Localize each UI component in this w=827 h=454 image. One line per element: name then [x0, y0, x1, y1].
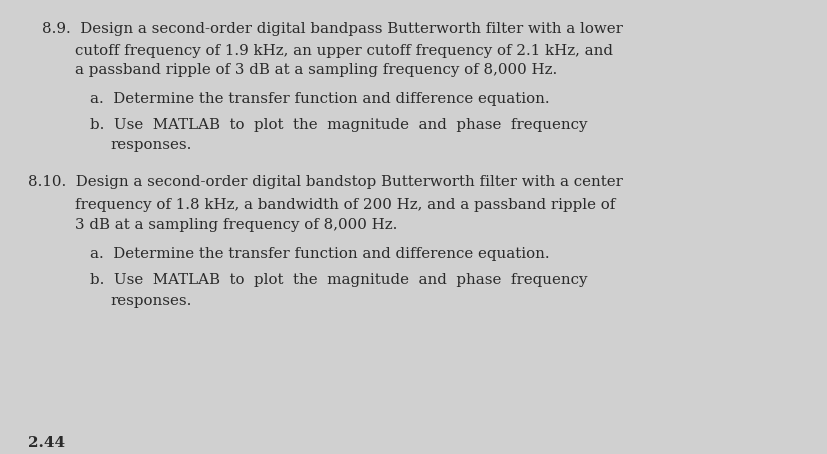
Text: b.  Use  MATLAB  to  plot  the  magnitude  and  phase  frequency: b. Use MATLAB to plot the magnitude and …: [90, 118, 587, 132]
Text: cutoff frequency of 1.9 kHz, an upper cutoff frequency of 2.1 kHz, and: cutoff frequency of 1.9 kHz, an upper cu…: [75, 44, 612, 58]
Text: 3 dB at a sampling frequency of 8,000 Hz.: 3 dB at a sampling frequency of 8,000 Hz…: [75, 218, 397, 232]
Text: a passband ripple of 3 dB at a sampling frequency of 8,000 Hz.: a passband ripple of 3 dB at a sampling …: [75, 63, 557, 77]
Text: 8.9.  Design a second-order digital bandpass Butterworth filter with a lower: 8.9. Design a second-order digital bandp…: [42, 22, 622, 36]
Text: b.  Use  MATLAB  to  plot  the  magnitude  and  phase  frequency: b. Use MATLAB to plot the magnitude and …: [90, 273, 587, 287]
Text: responses.: responses.: [110, 294, 191, 308]
Text: frequency of 1.8 kHz, a bandwidth of 200 Hz, and a passband ripple of: frequency of 1.8 kHz, a bandwidth of 200…: [75, 198, 614, 212]
Text: 8.10.  Design a second-order digital bandstop Butterworth filter with a center: 8.10. Design a second-order digital band…: [28, 175, 622, 189]
Text: responses.: responses.: [110, 138, 191, 152]
Text: 2.44: 2.44: [28, 436, 65, 450]
Text: a.  Determine the transfer function and difference equation.: a. Determine the transfer function and d…: [90, 92, 549, 106]
Text: a.  Determine the transfer function and difference equation.: a. Determine the transfer function and d…: [90, 247, 549, 261]
